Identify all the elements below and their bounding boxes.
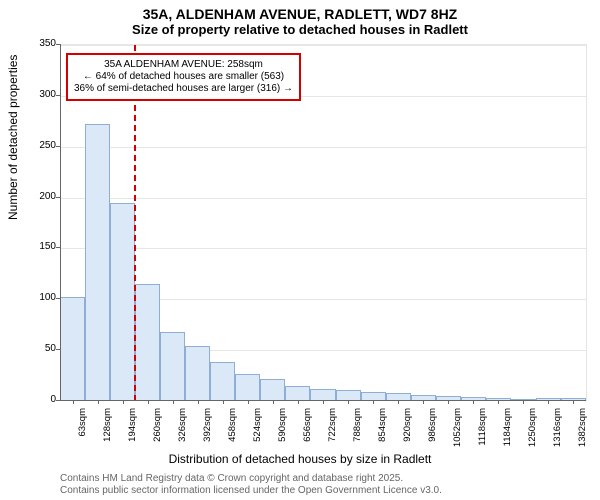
x-tick-label: 458sqm xyxy=(227,408,238,458)
annotation-box: 35A ALDENHAM AVENUE: 258sqm← 64% of deta… xyxy=(66,53,301,101)
histogram-bar xyxy=(110,203,135,401)
x-tick-mark xyxy=(148,400,149,404)
x-tick-mark xyxy=(173,400,174,404)
x-tick-label: 920sqm xyxy=(402,408,413,458)
histogram-bar xyxy=(60,297,85,401)
x-tick-label: 392sqm xyxy=(202,408,213,458)
x-tick-mark xyxy=(273,400,274,404)
y-tick-mark xyxy=(56,298,60,299)
gridline xyxy=(60,248,586,249)
x-tick-mark xyxy=(548,400,549,404)
x-tick-label: 1052sqm xyxy=(452,408,463,458)
annotation-line: 36% of semi-detached houses are larger (… xyxy=(74,83,293,95)
x-tick-mark xyxy=(398,400,399,404)
y-tick-mark xyxy=(56,349,60,350)
x-tick-mark xyxy=(198,400,199,404)
y-tick-mark xyxy=(56,400,60,401)
y-tick-mark xyxy=(56,197,60,198)
x-tick-mark xyxy=(573,400,574,404)
x-tick-mark xyxy=(98,400,99,404)
histogram-bar xyxy=(185,346,210,401)
plot-area: 35A ALDENHAM AVENUE: 258sqm← 64% of deta… xyxy=(60,44,587,401)
x-tick-label: 194sqm xyxy=(127,408,138,458)
x-tick-mark xyxy=(323,400,324,404)
y-tick-label: 250 xyxy=(4,140,56,151)
x-tick-mark xyxy=(523,400,524,404)
y-tick-mark xyxy=(56,247,60,248)
x-tick-mark xyxy=(73,400,74,404)
x-axis-label: Distribution of detached houses by size … xyxy=(0,452,600,466)
y-tick-label: 350 xyxy=(4,38,56,49)
histogram-bar xyxy=(260,379,285,401)
y-tick-label: 100 xyxy=(4,292,56,303)
x-tick-label: 1118sqm xyxy=(477,408,488,458)
x-tick-label: 854sqm xyxy=(377,408,388,458)
gridline xyxy=(60,147,586,148)
x-tick-mark xyxy=(348,400,349,404)
y-axis-line xyxy=(60,44,61,400)
x-tick-mark xyxy=(448,400,449,404)
x-tick-label: 326sqm xyxy=(177,408,188,458)
x-tick-label: 524sqm xyxy=(252,408,263,458)
x-tick-mark xyxy=(423,400,424,404)
chart-footer: Contains HM Land Registry data © Crown c… xyxy=(60,473,442,496)
x-tick-label: 1382sqm xyxy=(577,408,588,458)
x-tick-mark xyxy=(223,400,224,404)
x-tick-mark xyxy=(298,400,299,404)
x-tick-label: 986sqm xyxy=(427,408,438,458)
y-tick-label: 200 xyxy=(4,191,56,202)
histogram-bar xyxy=(135,284,160,401)
x-tick-label: 128sqm xyxy=(102,408,113,458)
histogram-bar xyxy=(285,386,310,401)
x-tick-mark xyxy=(248,400,249,404)
y-tick-label: 50 xyxy=(4,343,56,354)
x-tick-mark xyxy=(373,400,374,404)
gridline xyxy=(60,45,586,46)
footer-line-1: Contains HM Land Registry data © Crown c… xyxy=(60,473,442,485)
chart-title-sub: Size of property relative to detached ho… xyxy=(0,22,600,39)
y-tick-label: 150 xyxy=(4,241,56,252)
chart-container: 35A, ALDENHAM AVENUE, RADLETT, WD7 8HZ S… xyxy=(0,0,600,500)
x-tick-mark xyxy=(498,400,499,404)
annotation-line: 35A ALDENHAM AVENUE: 258sqm xyxy=(74,59,293,71)
x-tick-label: 722sqm xyxy=(327,408,338,458)
x-tick-label: 1184sqm xyxy=(502,408,513,458)
gridline xyxy=(60,198,586,199)
y-tick-mark xyxy=(56,95,60,96)
x-tick-mark xyxy=(123,400,124,404)
x-tick-label: 656sqm xyxy=(302,408,313,458)
x-tick-label: 1250sqm xyxy=(527,408,538,458)
histogram-bar xyxy=(235,374,260,401)
y-tick-label: 300 xyxy=(4,89,56,100)
x-tick-mark xyxy=(473,400,474,404)
histogram-bar xyxy=(85,124,110,401)
x-tick-label: 590sqm xyxy=(277,408,288,458)
annotation-line: ← 64% of detached houses are smaller (56… xyxy=(74,71,293,83)
x-tick-label: 260sqm xyxy=(152,408,163,458)
chart-title-main: 35A, ALDENHAM AVENUE, RADLETT, WD7 8HZ xyxy=(0,0,600,22)
histogram-bar xyxy=(160,332,185,401)
histogram-bar xyxy=(210,362,235,401)
y-tick-mark xyxy=(56,146,60,147)
footer-line-2: Contains public sector information licen… xyxy=(60,485,442,497)
x-tick-label: 1316sqm xyxy=(552,408,563,458)
y-tick-mark xyxy=(56,44,60,45)
x-tick-label: 63sqm xyxy=(77,408,88,458)
y-tick-label: 0 xyxy=(4,394,56,405)
x-tick-label: 788sqm xyxy=(352,408,363,458)
